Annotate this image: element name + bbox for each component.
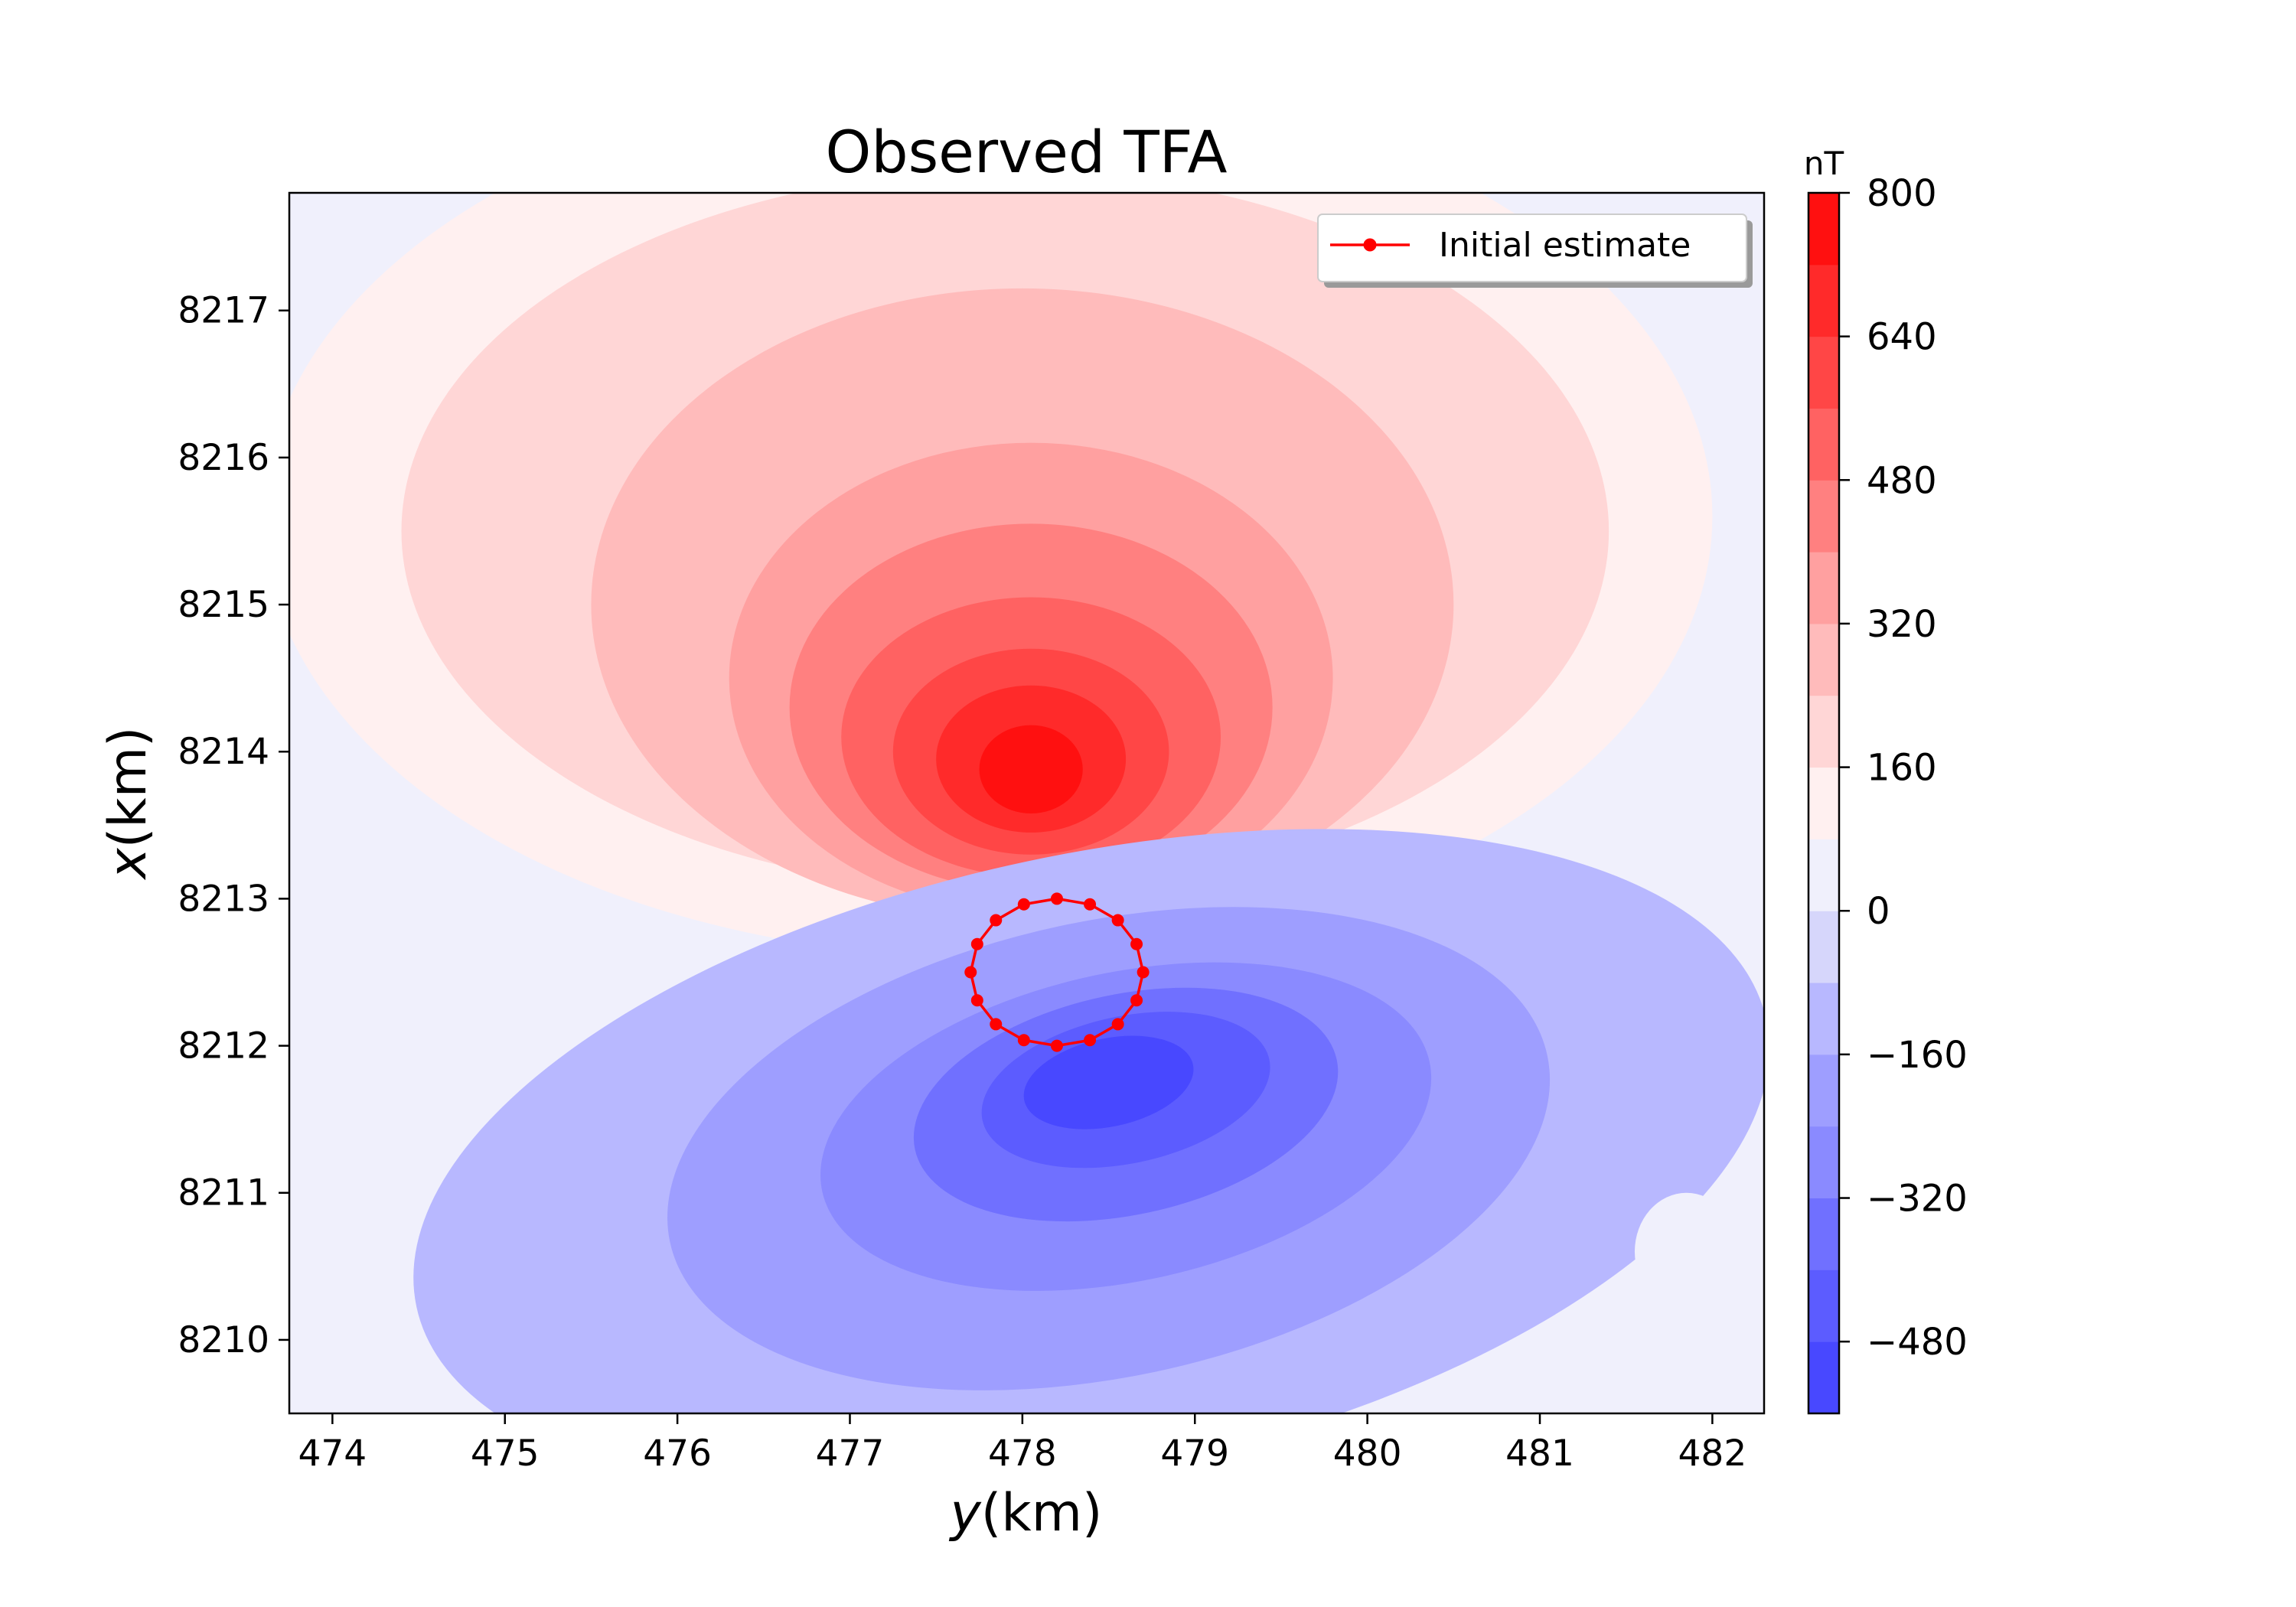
colorbar-swatch bbox=[1808, 839, 1839, 911]
legend-label-initial-estimate: Initial estimate bbox=[1439, 226, 1691, 265]
colorbar-swatch bbox=[1808, 696, 1839, 768]
y-axis-label-symbol: x bbox=[98, 847, 158, 880]
colorbar-swatch bbox=[1808, 1270, 1839, 1341]
colorbar-tick-label: 0 bbox=[1867, 890, 1890, 933]
initial-estimate-vertex bbox=[990, 1018, 1002, 1030]
colorbar-tick-label: −480 bbox=[1867, 1321, 1968, 1364]
colorbar: 800 640 480 320 160 0 −160 −320 −480 nT bbox=[1804, 145, 1968, 1414]
colorbar-tick-label: 800 bbox=[1867, 172, 1937, 215]
x-tick-label: 476 bbox=[643, 1433, 712, 1475]
initial-estimate-vertex bbox=[1051, 1040, 1063, 1052]
colorbar-swatch bbox=[1808, 911, 1839, 983]
y-axis-ticks: 8210 8211 8212 8213 8214 8215 8216 8217 bbox=[178, 290, 289, 1361]
x-tick-label: 478 bbox=[988, 1433, 1057, 1475]
colorbar-tick-label: −320 bbox=[1867, 1178, 1968, 1221]
x-tick-label: 475 bbox=[471, 1433, 540, 1475]
initial-estimate-vertex bbox=[1018, 898, 1030, 911]
initial-estimate-vertex bbox=[1137, 966, 1150, 978]
initial-estimate-vertex bbox=[990, 914, 1002, 927]
y-tick-label: 8214 bbox=[178, 731, 269, 773]
y-tick-label: 8210 bbox=[178, 1319, 269, 1361]
contour-band-positive bbox=[980, 725, 1083, 813]
x-axis-label: y(km) bbox=[949, 1483, 1103, 1543]
colorbar-ticks: 800 640 480 320 160 0 −160 −320 −480 bbox=[1839, 172, 1968, 1364]
y-axis-label: x(km) bbox=[98, 727, 158, 881]
initial-estimate-vertex bbox=[1084, 1034, 1096, 1046]
x-tick-label: 480 bbox=[1333, 1433, 1402, 1475]
initial-estimate-vertex bbox=[971, 994, 983, 1006]
colorbar-swatch bbox=[1808, 193, 1839, 265]
colorbar-swatch bbox=[1808, 480, 1839, 552]
x-tick-label: 481 bbox=[1505, 1433, 1574, 1475]
initial-estimate-vertex bbox=[1112, 914, 1124, 927]
y-tick-label: 8216 bbox=[178, 437, 269, 479]
x-axis-ticks: 474 475 476 477 478 479 480 481 482 bbox=[298, 1413, 1746, 1475]
x-tick-label: 482 bbox=[1678, 1433, 1747, 1475]
colorbar-swatches bbox=[1808, 193, 1839, 1414]
colorbar-swatch bbox=[1808, 408, 1839, 480]
initial-estimate-vertex bbox=[1130, 994, 1143, 1006]
x-tick-label: 479 bbox=[1160, 1433, 1229, 1475]
y-tick-label: 8212 bbox=[178, 1025, 269, 1068]
y-tick-label: 8215 bbox=[178, 584, 269, 626]
initial-estimate-vertex bbox=[1018, 1034, 1030, 1046]
colorbar-swatch bbox=[1808, 1198, 1839, 1270]
x-axis-label-unit: (km) bbox=[981, 1483, 1103, 1543]
y-tick-label: 8217 bbox=[178, 290, 269, 332]
x-axis-label-symbol: y bbox=[949, 1483, 982, 1543]
initial-estimate-vertex bbox=[964, 966, 977, 978]
colorbar-swatch bbox=[1808, 624, 1839, 696]
y-tick-label: 8211 bbox=[178, 1172, 269, 1214]
colorbar-tick-label: 640 bbox=[1867, 316, 1937, 359]
colorbar-tick-label: 480 bbox=[1867, 459, 1937, 502]
x-tick-label: 474 bbox=[298, 1433, 367, 1475]
y-axis-label-unit: (km) bbox=[98, 727, 158, 849]
colorbar-swatch bbox=[1808, 337, 1839, 409]
initial-estimate-vertex bbox=[1051, 892, 1063, 905]
x-tick-label: 477 bbox=[816, 1433, 885, 1475]
contour-island bbox=[1635, 1193, 1738, 1311]
colorbar-swatch bbox=[1808, 1341, 1839, 1413]
initial-estimate-vertex bbox=[1130, 938, 1143, 950]
initial-estimate-vertex bbox=[1112, 1018, 1124, 1030]
colorbar-swatch bbox=[1808, 552, 1839, 624]
colorbar-swatch bbox=[1808, 265, 1839, 337]
colorbar-tick-label: 320 bbox=[1867, 603, 1937, 646]
initial-estimate-vertex bbox=[971, 938, 983, 950]
chart-title: Observed TFA bbox=[826, 118, 1228, 186]
initial-estimate-vertex bbox=[1084, 898, 1096, 911]
colorbar-swatch bbox=[1808, 768, 1839, 839]
colorbar-swatch bbox=[1808, 1126, 1839, 1198]
y-tick-label: 8213 bbox=[178, 878, 269, 920]
colorbar-tick-label: −160 bbox=[1867, 1034, 1968, 1077]
colorbar-swatch bbox=[1808, 1054, 1839, 1126]
colorbar-unit: nT bbox=[1804, 145, 1844, 182]
legend-marker-sample bbox=[1364, 239, 1376, 251]
legend: Initial estimate bbox=[1318, 214, 1753, 288]
colorbar-tick-label: 160 bbox=[1867, 747, 1937, 790]
colorbar-swatch bbox=[1808, 983, 1839, 1054]
